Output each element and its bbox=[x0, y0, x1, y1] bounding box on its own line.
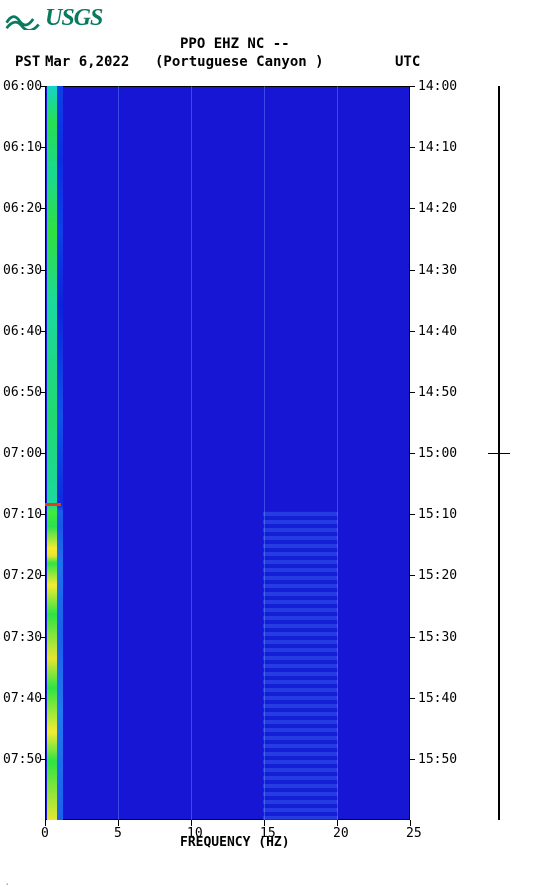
pst-tick-label: 06:50 bbox=[3, 385, 42, 400]
pst-tick-label: 07:50 bbox=[3, 752, 42, 767]
pst-tick-label: 06:20 bbox=[3, 201, 42, 216]
utc-tick-label: 15:00 bbox=[418, 446, 457, 461]
right-tz-label: UTC bbox=[395, 54, 420, 70]
left-tz-label: PST bbox=[15, 54, 40, 70]
date-label: Mar 6,2022 bbox=[45, 54, 129, 70]
utc-tick-label: 14:30 bbox=[418, 263, 457, 278]
pst-tick-label: 07:30 bbox=[3, 630, 42, 645]
x-axis-title: FREQUENCY (HZ) bbox=[180, 835, 290, 850]
usgs-logo: USGS bbox=[5, 5, 102, 32]
utc-tick-label: 14:20 bbox=[418, 201, 457, 216]
pst-tick-label: 07:40 bbox=[3, 691, 42, 706]
pst-tick-label: 07:20 bbox=[3, 568, 42, 583]
pst-tick-label: 06:00 bbox=[3, 79, 42, 94]
burst-mark bbox=[45, 503, 61, 506]
pst-tick-label: 06:40 bbox=[3, 324, 42, 339]
utc-tick-label: 15:40 bbox=[418, 691, 457, 706]
utc-tick-label: 15:20 bbox=[418, 568, 457, 583]
x-tick-label: 25 bbox=[406, 826, 422, 841]
footer-mark: . bbox=[4, 875, 11, 888]
side-scale-tick bbox=[488, 453, 510, 454]
pst-tick-label: 07:10 bbox=[3, 507, 42, 522]
usgs-text: USGS bbox=[45, 5, 102, 32]
station-code: PPO EHZ NC -- bbox=[180, 36, 290, 52]
location-label: (Portuguese Canyon ) bbox=[155, 54, 324, 70]
spectrogram-plot bbox=[45, 86, 410, 820]
wave-icon bbox=[5, 8, 43, 30]
utc-tick-label: 14:10 bbox=[418, 140, 457, 155]
pst-tick-label: 06:30 bbox=[3, 263, 42, 278]
utc-tick-label: 15:50 bbox=[418, 752, 457, 767]
utc-tick-label: 15:10 bbox=[418, 507, 457, 522]
utc-tick-label: 14:50 bbox=[418, 385, 457, 400]
x-tick-label: 0 bbox=[41, 826, 49, 841]
low-freq-feature bbox=[47, 86, 57, 820]
x-tick-label: 20 bbox=[333, 826, 349, 841]
utc-tick-label: 15:30 bbox=[418, 630, 457, 645]
utc-tick-label: 14:40 bbox=[418, 324, 457, 339]
pst-tick-label: 07:00 bbox=[3, 446, 42, 461]
pst-tick-label: 06:10 bbox=[3, 140, 42, 155]
event-region bbox=[263, 511, 338, 820]
x-tick-label: 5 bbox=[114, 826, 122, 841]
low-freq-falloff bbox=[57, 86, 63, 820]
utc-tick-label: 14:00 bbox=[418, 79, 457, 94]
